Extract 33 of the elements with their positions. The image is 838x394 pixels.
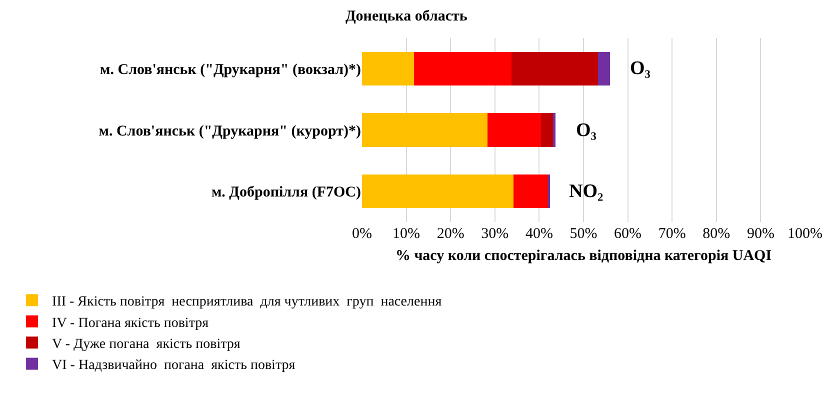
x-axis-title: % часу коли спостерігалась відповідна категорія UAQI <box>395 248 772 264</box>
bar <box>552 113 556 147</box>
x-tick-label: 70% <box>658 226 686 242</box>
x-tick-label: 90% <box>746 226 774 242</box>
bar <box>511 52 598 86</box>
bar <box>598 52 610 86</box>
y-tick-label: м. Слов'янськ ("Друкарня" (вокзал)*) <box>100 62 362 78</box>
x-tick-label: 100% <box>788 226 822 242</box>
bar <box>540 113 553 147</box>
bar <box>487 113 541 147</box>
annotation: NO₂ <box>569 181 604 202</box>
legend-label: VI - Надзвичайно погана якість повітря <box>52 358 296 374</box>
legend-label: III - Якість повітря несприятлива для чутливих груп населення <box>52 294 442 310</box>
annotation: O₃ <box>576 120 597 141</box>
legend-label: IV - Погана якість повітря <box>52 316 210 331</box>
bar <box>362 174 514 208</box>
x-tick-label: 50% <box>570 226 598 242</box>
bar <box>362 113 488 147</box>
x-tick-label: 40% <box>525 226 553 242</box>
bar <box>414 52 512 86</box>
bar <box>514 174 548 208</box>
y-tick-label: м. Добропілля (F7OC) <box>211 184 361 201</box>
y-tick-label: м. Слов'янськ ("Друкарня" (курорт)*) <box>98 123 361 140</box>
chart-title: Донецька область <box>345 8 468 24</box>
x-tick-label: 80% <box>702 226 730 242</box>
x-tick-label: 0% <box>352 226 372 242</box>
legend-label: V - Дуже погана якість повітря <box>52 337 241 352</box>
bar <box>362 52 414 86</box>
x-tick-label: 30% <box>481 226 509 242</box>
x-tick-label: 60% <box>614 226 642 242</box>
x-tick-label: 20% <box>436 226 464 242</box>
x-tick-label: 10% <box>392 226 420 242</box>
annotation: O₃ <box>630 58 651 79</box>
